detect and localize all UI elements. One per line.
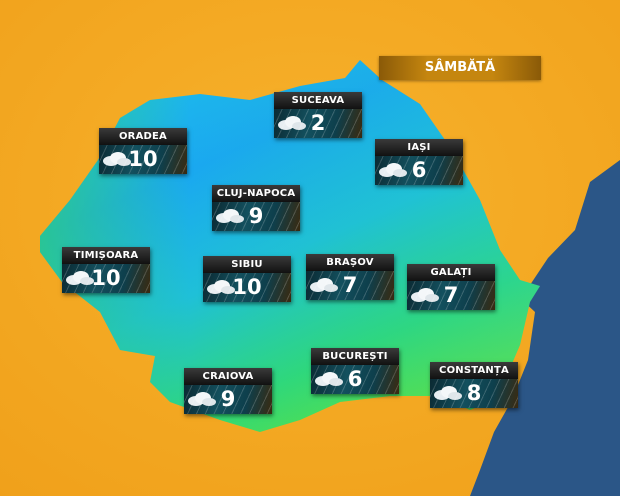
temperature: 8 bbox=[466, 381, 482, 405]
city-forecast-card: CLUJ-NAPOCA 9 bbox=[212, 185, 300, 231]
city-name: BUCUREȘTI bbox=[311, 348, 399, 365]
temperature: 6 bbox=[347, 367, 363, 391]
temperature: 10 bbox=[232, 275, 262, 299]
city-forecast-card: IAȘI 6 bbox=[375, 139, 463, 185]
forecast-body: 7 bbox=[407, 281, 495, 310]
temperature: 9 bbox=[220, 387, 236, 411]
city-forecast-card: BRAȘOV 7 bbox=[306, 254, 394, 300]
city-name: SIBIU bbox=[203, 256, 291, 273]
city-name: GALAȚI bbox=[407, 264, 495, 281]
forecast-body: 6 bbox=[375, 156, 463, 185]
city-forecast-card: TIMIȘOARA 10 bbox=[62, 247, 150, 293]
temperature: 10 bbox=[91, 266, 121, 290]
black-sea bbox=[470, 160, 620, 496]
forecast-body: 8 bbox=[430, 379, 518, 408]
city-name: SUCEAVA bbox=[274, 92, 362, 109]
temperature: 10 bbox=[128, 147, 158, 171]
temperature: 7 bbox=[443, 283, 459, 307]
city-forecast-card: GALAȚI 7 bbox=[407, 264, 495, 310]
forecast-body: 6 bbox=[311, 365, 399, 394]
city-forecast-card: ORADEA 10 bbox=[99, 128, 187, 174]
city-name: CLUJ-NAPOCA bbox=[212, 185, 300, 202]
temperature: 9 bbox=[248, 204, 264, 228]
day-banner: SÂMBĂTĂ bbox=[379, 56, 541, 80]
city-forecast-card: CRAIOVA 9 bbox=[184, 368, 272, 414]
temperature: 7 bbox=[342, 273, 358, 297]
forecast-body: 7 bbox=[306, 271, 394, 300]
city-name: CONSTANȚA bbox=[430, 362, 518, 379]
temperature: 6 bbox=[411, 158, 427, 182]
city-name: ORADEA bbox=[99, 128, 187, 145]
city-forecast-card: BUCUREȘTI 6 bbox=[311, 348, 399, 394]
city-name: IAȘI bbox=[375, 139, 463, 156]
forecast-body: 9 bbox=[212, 202, 300, 231]
forecast-body: 10 bbox=[99, 145, 187, 174]
city-forecast-card: CONSTANȚA 8 bbox=[430, 362, 518, 408]
forecast-body: 2 bbox=[274, 109, 362, 138]
forecast-body: 10 bbox=[62, 264, 150, 293]
forecast-body: 9 bbox=[184, 385, 272, 414]
temperature: 2 bbox=[310, 111, 326, 135]
city-name: TIMIȘOARA bbox=[62, 247, 150, 264]
city-name: CRAIOVA bbox=[184, 368, 272, 385]
forecast-body: 10 bbox=[203, 273, 291, 302]
city-forecast-card: SUCEAVA 2 bbox=[274, 92, 362, 138]
city-name: BRAȘOV bbox=[306, 254, 394, 271]
city-forecast-card: SIBIU 10 bbox=[203, 256, 291, 302]
